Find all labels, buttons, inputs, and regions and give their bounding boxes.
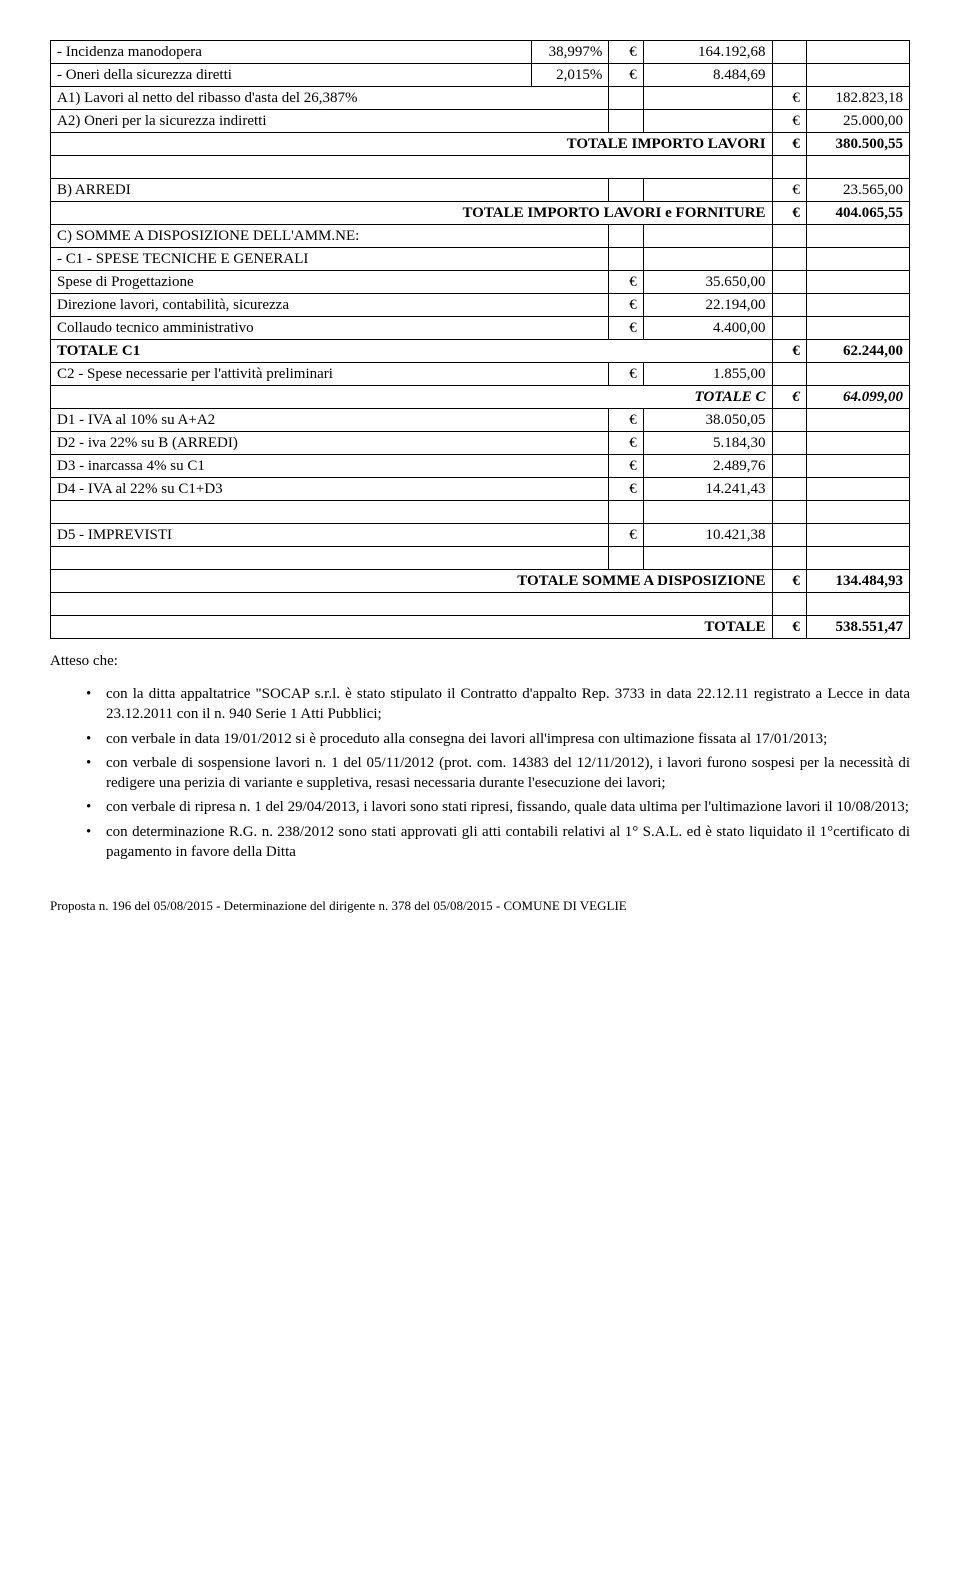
row-amt: 538.551,47 [806,616,909,639]
row-eur: € [609,271,643,294]
table-row: D1 - IVA al 10% su A+A2 € 38.050,05 [51,409,910,432]
table-row: B) ARREDI € 23.565,00 [51,179,910,202]
row-label: A2) Oneri per la sicurezza indiretti [51,110,609,133]
row-eur: € [772,110,806,133]
table-row: TOTALE IMPORTO LAVORI € 380.500,55 [51,133,910,156]
row-amt: 25.000,00 [806,110,909,133]
row-label: - Incidenza manodopera [51,41,532,64]
row-amt: 38.050,05 [643,409,772,432]
row-eur: € [609,432,643,455]
row-amt: 10.421,38 [643,524,772,547]
row-eur: € [609,524,643,547]
list-item: con verbale di sospensione lavori n. 1 d… [86,753,910,794]
row-pct: 38,997% [532,41,609,64]
table-row: TOTALE IMPORTO LAVORI e FORNITURE € 404.… [51,202,910,225]
table-row: C2 - Spese necessarie per l'attività pre… [51,363,910,386]
row-eur: € [772,133,806,156]
row-eur: € [609,64,643,87]
row-eur: € [772,202,806,225]
row-amt: 5.184,30 [643,432,772,455]
row-label: Collaudo tecnico amministrativo [51,317,609,340]
row-label: D1 - IVA al 10% su A+A2 [51,409,609,432]
row-amt: 23.565,00 [806,179,909,202]
row-amt: 62.244,00 [806,340,909,363]
row-label: - Oneri della sicurezza diretti [51,64,532,87]
row-eur: € [609,363,643,386]
table-row: TOTALE € 538.551,47 [51,616,910,639]
atteso-che-heading: Atteso che: [50,653,910,670]
table-row: D5 - IMPREVISTI € 10.421,38 [51,524,910,547]
row-eur: € [772,616,806,639]
row-amt: 182.823,18 [806,87,909,110]
row-eur: € [609,409,643,432]
row-amt: 380.500,55 [806,133,909,156]
table-row: A1) Lavori al netto del ribasso d'asta d… [51,87,910,110]
row-label: D3 - inarcassa 4% su C1 [51,455,609,478]
table-row: TOTALE C € 64.099,00 [51,386,910,409]
table-row: A2) Oneri per la sicurezza indiretti € 2… [51,110,910,133]
table-row: Collaudo tecnico amministrativo € 4.400,… [51,317,910,340]
table-row: D2 - iva 22% su B (ARREDI) € 5.184,30 [51,432,910,455]
row-eur: € [772,179,806,202]
row-eur: € [772,87,806,110]
row-eur: € [609,478,643,501]
table-row: D4 - IVA al 22% su C1+D3 € 14.241,43 [51,478,910,501]
table-row: - Oneri della sicurezza diretti 2,015% €… [51,64,910,87]
list-item: con verbale di ripresa n. 1 del 29/04/20… [86,797,910,817]
row-eur: € [772,570,806,593]
row-label: TOTALE [51,616,773,639]
row-amt: 134.484,93 [806,570,909,593]
table-row: - Incidenza manodopera 38,997% € 164.192… [51,41,910,64]
row-label: C) SOMME A DISPOSIZIONE DELL'AMM.NE: [51,225,609,248]
table-row: D3 - inarcassa 4% su C1 € 2.489,76 [51,455,910,478]
row-label: D2 - iva 22% su B (ARREDI) [51,432,609,455]
row-label: D4 - IVA al 22% su C1+D3 [51,478,609,501]
row-label: TOTALE SOMME A DISPOSIZIONE [51,570,773,593]
list-item: con verbale in data 19/01/2012 si è proc… [86,729,910,749]
page-footer: Proposta n. 196 del 05/08/2015 - Determi… [50,898,910,914]
row-label: - C1 - SPESE TECNICHE E GENERALI [51,248,609,271]
table-row: - C1 - SPESE TECNICHE E GENERALI [51,248,910,271]
budget-table: - Incidenza manodopera 38,997% € 164.192… [50,40,910,639]
row-pct: 2,015% [532,64,609,87]
row-label: C2 - Spese necessarie per l'attività pre… [51,363,609,386]
row-label: TOTALE C1 [51,340,773,363]
row-amt: 35.650,00 [643,271,772,294]
table-row: TOTALE C1 € 62.244,00 [51,340,910,363]
row-amt: 14.241,43 [643,478,772,501]
row-eur: € [609,455,643,478]
row-eur: € [609,41,643,64]
row-amt: 2.489,76 [643,455,772,478]
row-eur: € [609,294,643,317]
row-label: Spese di Progettazione [51,271,609,294]
table-row: Direzione lavori, contabilità, sicurezza… [51,294,910,317]
table-row: C) SOMME A DISPOSIZIONE DELL'AMM.NE: [51,225,910,248]
row-amt: 64.099,00 [806,386,909,409]
list-item: con determinazione R.G. n. 238/2012 sono… [86,822,910,863]
row-label: A1) Lavori al netto del ribasso d'asta d… [51,87,609,110]
row-amt: 22.194,00 [643,294,772,317]
row-label: Direzione lavori, contabilità, sicurezza [51,294,609,317]
row-label: TOTALE IMPORTO LAVORI e FORNITURE [51,202,773,225]
row-amt: 1.855,00 [643,363,772,386]
row-label: TOTALE C [51,386,773,409]
row-amt: 4.400,00 [643,317,772,340]
row-label: TOTALE IMPORTO LAVORI [51,133,773,156]
list-item: con la ditta appaltatrice "SOCAP s.r.l. … [86,684,910,725]
table-row: TOTALE SOMME A DISPOSIZIONE € 134.484,93 [51,570,910,593]
row-amt: 8.484,69 [643,64,772,87]
row-amt: 404.065,55 [806,202,909,225]
row-amt: 164.192,68 [643,41,772,64]
row-eur: € [772,340,806,363]
bullet-list: con la ditta appaltatrice "SOCAP s.r.l. … [50,684,910,862]
row-label: D5 - IMPREVISTI [51,524,609,547]
row-eur: € [772,386,806,409]
table-row: Spese di Progettazione € 35.650,00 [51,271,910,294]
row-label: B) ARREDI [51,179,609,202]
row-eur: € [609,317,643,340]
